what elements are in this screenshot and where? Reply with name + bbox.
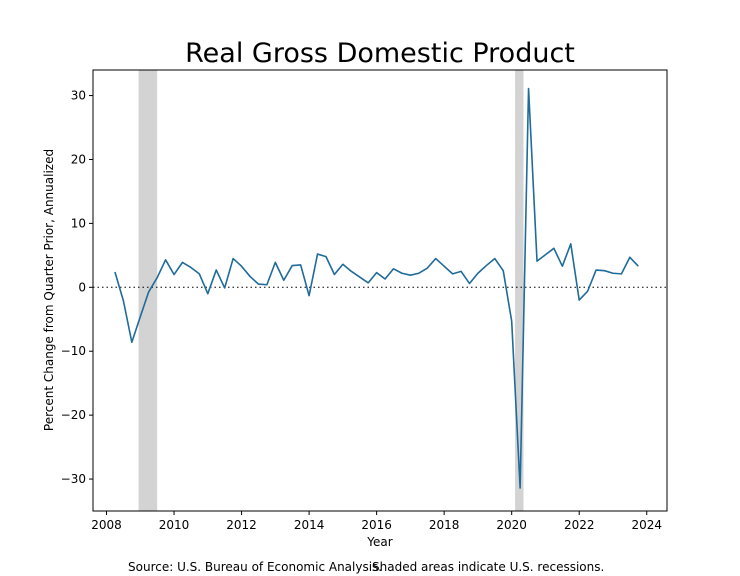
x-tick-label: 2014: [294, 518, 325, 532]
x-tick-label: 2012: [226, 518, 257, 532]
recession-band: [515, 70, 524, 511]
y-tick-label: −30: [61, 472, 86, 486]
y-axis-label: Percent Change from Quarter Prior, Annua…: [42, 149, 56, 431]
recession-bands: [138, 70, 524, 511]
series-line-gdp: [114, 87, 639, 489]
y-tick-label: 20: [71, 152, 86, 166]
x-axis-ticks: 2008 2010 2012 2014 2016 2018 2020 2022 2024: [91, 511, 662, 532]
source-note: Source: U.S. Bureau of Economic Analysis…: [128, 560, 382, 574]
plot-frame: [92, 69, 668, 512]
x-tick-label: 2016: [361, 518, 392, 532]
x-tick-label: 2008: [91, 518, 122, 532]
y-tick-label: 10: [71, 216, 86, 230]
y-axis-ticks: −30 −20 −10 0 10 20 30: [61, 89, 93, 486]
y-tick-label: −20: [61, 408, 86, 422]
x-tick-label: 2018: [429, 518, 460, 532]
x-axis-label: Year: [366, 535, 392, 549]
recession-note: Shaded areas indicate U.S. recessions.: [372, 560, 604, 574]
x-tick-label: 2022: [564, 518, 595, 532]
y-tick-label: 0: [78, 280, 86, 294]
x-tick-label: 2024: [631, 518, 662, 532]
y-tick-label: 30: [71, 89, 86, 103]
recession-band: [138, 70, 158, 511]
chart-title: Real Gross Domestic Product: [185, 38, 575, 69]
x-tick-label: 2020: [496, 518, 527, 532]
x-tick-label: 2010: [159, 518, 190, 532]
y-tick-label: −10: [61, 344, 86, 358]
